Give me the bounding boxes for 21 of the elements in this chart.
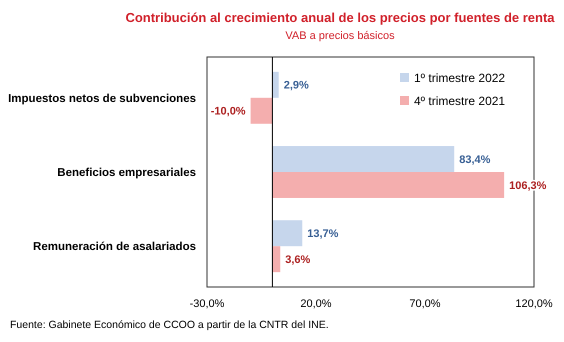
- x-tick-label: -30,0%: [190, 298, 225, 310]
- source-note: Fuente: Gabinete Económico de CCOO a partir de la CNTR del INE.: [10, 319, 329, 331]
- legend-label: 4º trimestre 2021: [414, 94, 506, 108]
- bar: [250, 98, 272, 124]
- data-label: 2,9%: [284, 80, 310, 92]
- data-label: 13,7%: [307, 228, 339, 240]
- chart-subtitle: VAB a precios básicos: [285, 30, 396, 42]
- y-tick-label: Remuneración de asalariados: [33, 241, 196, 254]
- y-tick-label: Beneficios empresariales: [57, 167, 196, 180]
- bar: [272, 220, 302, 246]
- bar: [272, 172, 504, 198]
- bar: [272, 146, 454, 172]
- y-tick-label: Impuestos netos de subvenciones: [8, 92, 196, 105]
- x-tick-label: 20,0%: [300, 298, 332, 310]
- data-label: 83,4%: [459, 154, 491, 166]
- legend-label: 1º trimestre 2022: [414, 71, 506, 86]
- data-label: -10,0%: [210, 106, 246, 118]
- data-label: 3,6%: [285, 254, 311, 266]
- chart-title: Contribución al crecimiento anual de los precios por fuentes de renta: [125, 10, 556, 25]
- x-tick-label: 70,0%: [409, 298, 441, 310]
- x-tick-label: 120,0%: [515, 298, 553, 310]
